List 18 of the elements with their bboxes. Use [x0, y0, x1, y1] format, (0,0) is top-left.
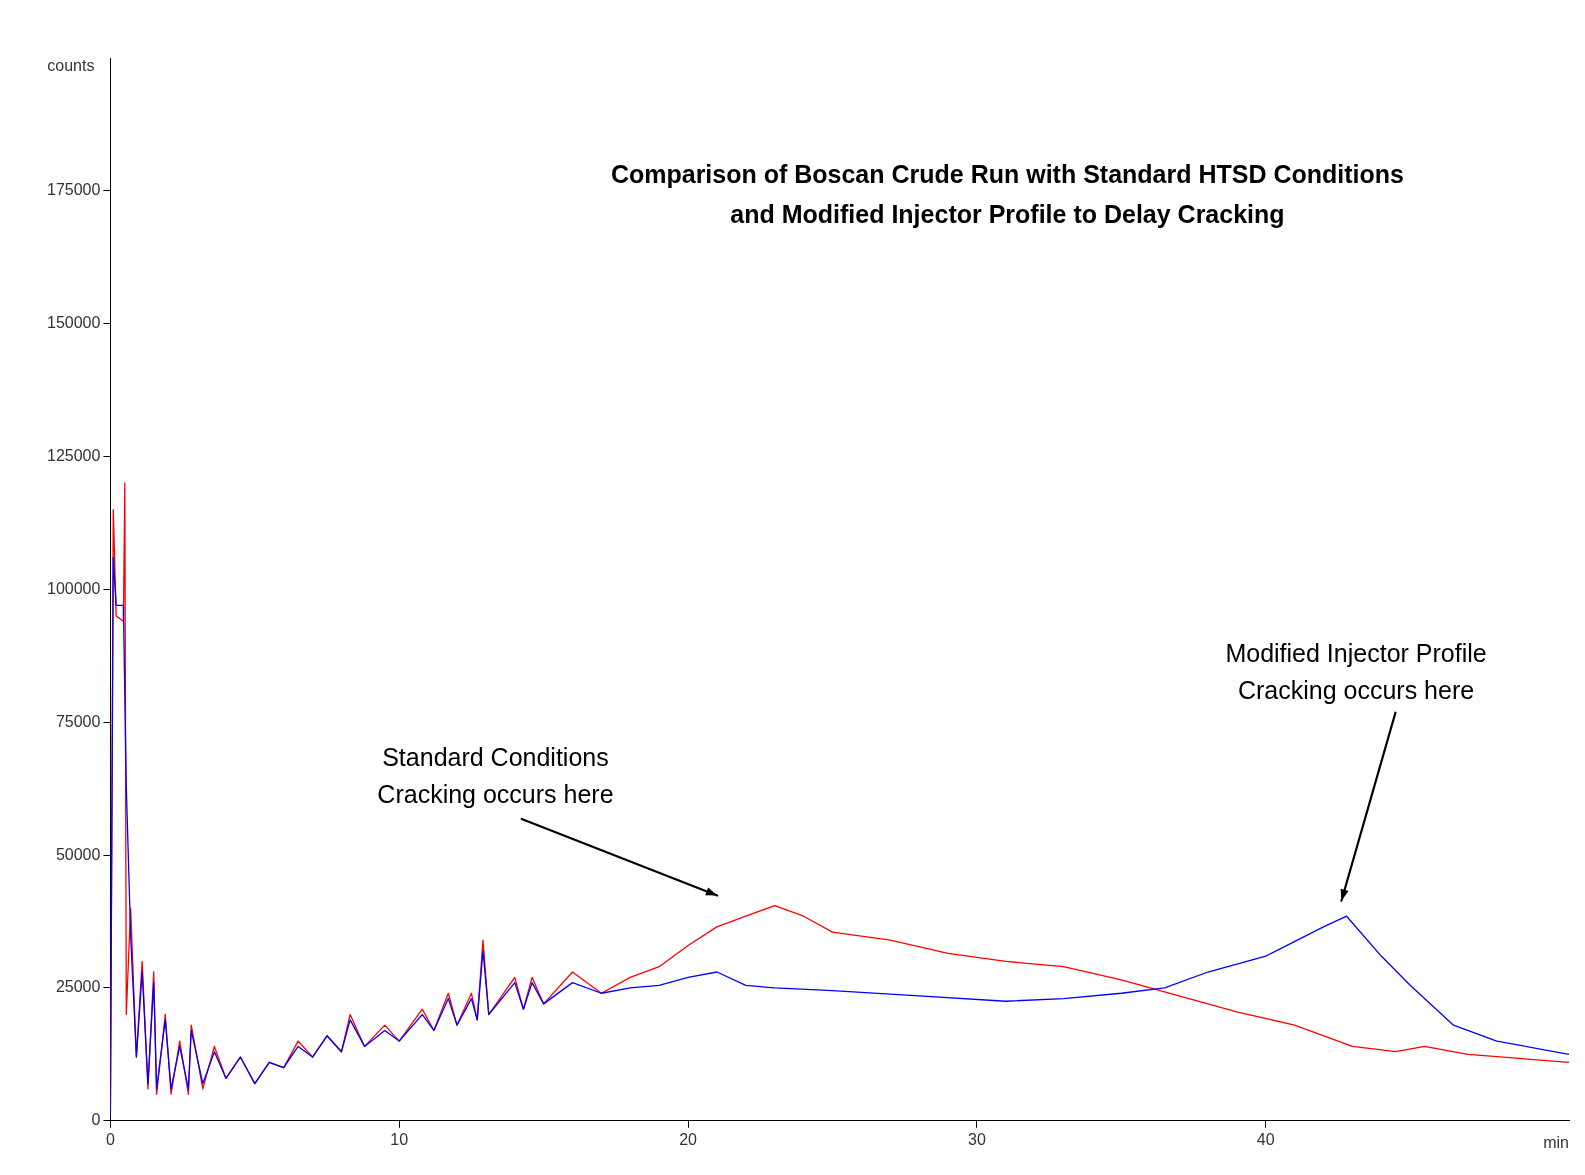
y-tick-label: 150000: [47, 314, 101, 332]
y-tick-label: 50000: [55, 845, 101, 863]
x-tick-label: 10: [390, 1130, 409, 1148]
x-axis-title: min: [1543, 1134, 1569, 1152]
y-tick-label: 100000: [47, 579, 101, 597]
x-tick-label: 40: [1256, 1130, 1275, 1148]
y-tick-label: 175000: [47, 181, 101, 199]
y-tick-label: 125000: [47, 446, 101, 464]
x-tick-label: 30: [967, 1130, 986, 1148]
x-tick-label: 0: [105, 1130, 115, 1148]
x-tick-label: 20: [679, 1130, 698, 1148]
y-tick-label: 75000: [55, 712, 101, 730]
y-axis-title: counts: [47, 57, 95, 75]
annotation: Modified Injector Profile Cracking occurs here: [1225, 638, 1487, 704]
annotation: Standard Conditions Cracking occurs here: [377, 742, 614, 808]
text: Comparison of Boscan Crude Run with Standard HTSD Conditions and Modified Injector Profile to Delay Cracking: [610, 159, 1404, 228]
y-tick-label: 0: [91, 1111, 101, 1129]
y-tick-label: 25000: [55, 978, 101, 996]
